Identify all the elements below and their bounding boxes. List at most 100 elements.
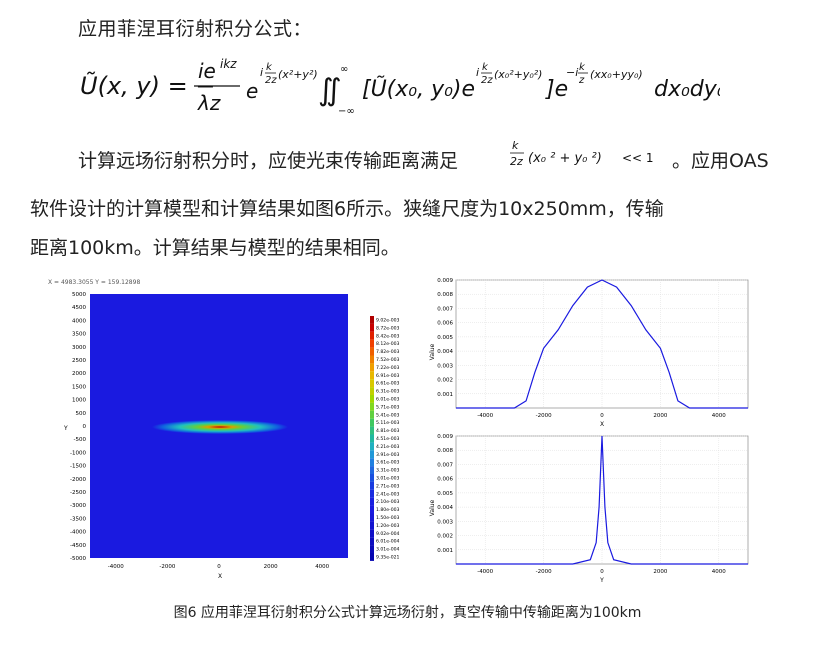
colorbar-swatch	[370, 316, 374, 324]
svg-text:2z: 2z	[481, 75, 493, 86]
svg-text:(xx₀+yy₀): (xx₀+yy₀)	[590, 68, 643, 81]
y-tick-label: 0.002	[437, 378, 453, 384]
svg-text:i: i	[260, 66, 263, 79]
x-tick-label: 2000	[653, 413, 667, 419]
y-tick-label: 0.009	[437, 278, 453, 284]
heatmap-y-tick: -1000	[70, 450, 86, 456]
x-tick-label: -4000	[477, 413, 493, 419]
heatmap-x-tick: 4000	[315, 564, 329, 570]
colorbar-swatch	[370, 410, 374, 419]
svg-text:∞: ∞	[340, 64, 348, 75]
colorbar-swatch	[370, 474, 374, 482]
intro-text: 应用菲涅耳衍射积分公式：	[78, 18, 313, 40]
heatmap-y-tick: 2500	[72, 358, 86, 364]
profile-y-series	[456, 435, 748, 565]
svg-text:−∞: −∞	[338, 106, 355, 117]
heatmap-figure: X = 4983.3055 Y = 159.12898 500045004000…	[48, 279, 400, 580]
y-tick-label: 0.008	[437, 448, 453, 454]
heatmap-y-tick: 1500	[72, 384, 86, 390]
colorbar-label: 4.21e-003	[376, 444, 400, 450]
colorbar-swatch	[370, 323, 374, 332]
colorbar-swatch	[370, 489, 374, 498]
heatmap-y-tick: -2000	[70, 477, 86, 483]
svg-text:(x₀ ² + y₀ ²): (x₀ ² + y₀ ²)	[528, 151, 602, 166]
svg-text:k: k	[579, 62, 586, 73]
heatmap-y-ticks: 5000450040003500300025002000150010005000…	[70, 292, 86, 562]
heatmap-y-tick: -3000	[70, 503, 86, 509]
beam-spot	[152, 420, 288, 434]
svg-text:ie: ie	[198, 59, 216, 83]
y-tick-label: 0.005	[437, 491, 453, 497]
colorbar-swatch	[370, 505, 374, 514]
y-tick-label: 0.009	[437, 434, 453, 440]
cursor-readout: X = 4983.3055 Y = 159.12898	[48, 279, 140, 286]
colorbar-label: 8.72e-003	[376, 325, 400, 331]
svg-text:(x₀²+y₀²): (x₀²+y₀²)	[494, 68, 542, 81]
heatmap-x-ticks: -4000 -2000 0 2000 4000	[108, 564, 330, 570]
y-tick-label: 0.004	[437, 349, 453, 355]
colorbar-label: 5.11e-003	[376, 420, 400, 426]
colorbar-label: 9.02e-004	[376, 531, 400, 537]
y-tick-label: 0.007	[437, 462, 453, 468]
x-tick-label: 2000	[653, 569, 667, 575]
y-tick-label: 0.003	[437, 519, 453, 525]
inline-condition-text: << 1	[622, 151, 654, 165]
colorbar-label: 6.31e-003	[376, 389, 400, 395]
y-tick-label: 0.001	[437, 548, 453, 554]
heatmap-x-label: X	[218, 573, 222, 580]
svg-text:[Ũ(x₀, y₀)e: [Ũ(x₀, y₀)e	[362, 75, 475, 102]
colorbar-swatch	[370, 426, 374, 435]
colorbar-swatch	[370, 481, 374, 490]
colorbar-swatch	[370, 402, 374, 411]
colorbar-label: 3.91e-003	[376, 452, 400, 458]
y-tick-label: 0.003	[437, 363, 453, 369]
heatmap-y-tick: 0	[83, 424, 87, 430]
colorbar-label: 9.35e-021	[376, 555, 400, 561]
profile-y-x-ticks: -4000 -2000 0 2000 4000	[477, 569, 726, 575]
colorbar-label: 2.71e-003	[376, 483, 400, 489]
svg-text:Ũ(x, y) = −: Ũ(x, y) = −	[80, 70, 215, 100]
colorbar-swatch	[370, 371, 374, 380]
colorbar-label: 2.10e-003	[376, 499, 400, 505]
colorbar-swatch	[370, 466, 374, 474]
y-tick-label: 0.004	[437, 505, 453, 511]
heatmap-y-tick: 4000	[72, 318, 86, 324]
profile-y-y-ticks: 0.009 0.008 0.007 0.006 0.005 0.004 0.003 0.002…	[437, 434, 453, 554]
svg-text:2z: 2z	[510, 155, 523, 168]
colorbar-swatch	[370, 442, 374, 451]
svg-text:∬: ∬	[318, 73, 342, 108]
heatmap-y-tick: -4000	[70, 530, 86, 536]
heatmap-y-tick: 3000	[72, 345, 86, 351]
colorbar-swatch	[370, 529, 374, 538]
colorbar-label: 3.61e-003	[376, 460, 400, 466]
svg-text:(x²+y²): (x²+y²)	[278, 68, 318, 81]
para2-line1-prefix: 计算远场衍射积分时，应使光束传输距离满足	[78, 150, 459, 172]
colorbar-label: 3.31e-003	[376, 468, 400, 474]
svg-text:2z: 2z	[265, 75, 277, 86]
x-tick-label: -2000	[536, 569, 552, 575]
colorbar-label: 9.02e-003	[376, 318, 400, 324]
colorbar-label: 7.82e-003	[376, 349, 400, 355]
svg-text:λz: λz	[197, 91, 221, 115]
heatmap-x-tick: -2000	[159, 564, 175, 570]
colorbar-label: 1.20e-003	[376, 523, 400, 529]
colorbar-swatch	[370, 331, 374, 340]
heatmap-y-tick: -3500	[70, 516, 86, 522]
profile-x-y-ticks: 0.009 0.008 0.007 0.006 0.005 0.004 0.003 0.002…	[437, 278, 453, 398]
colorbar-swatch	[370, 458, 374, 467]
colorbar-label: 6.01e-004	[376, 539, 400, 545]
colorbar-label: 7.22e-003	[376, 365, 400, 371]
x-tick-label: -2000	[536, 413, 552, 419]
colorbar-label: 2.41e-003	[376, 491, 400, 497]
heatmap-x-tick: 0	[217, 564, 221, 570]
heatmap-y-tick: 5000	[72, 292, 86, 298]
colorbar-label: 8.12e-003	[376, 341, 400, 347]
colorbar-swatch	[370, 434, 374, 443]
figure-caption: 图6 应用菲涅耳衍射积分公式计算远场衍射，真空传输中传输距离为100km	[173, 605, 642, 621]
colorbar-swatch	[370, 339, 374, 348]
colorbar-swatch	[370, 387, 374, 395]
colorbar-swatch	[370, 395, 374, 403]
heatmap-x-tick: 2000	[264, 564, 278, 570]
profile-x-series	[456, 279, 748, 409]
